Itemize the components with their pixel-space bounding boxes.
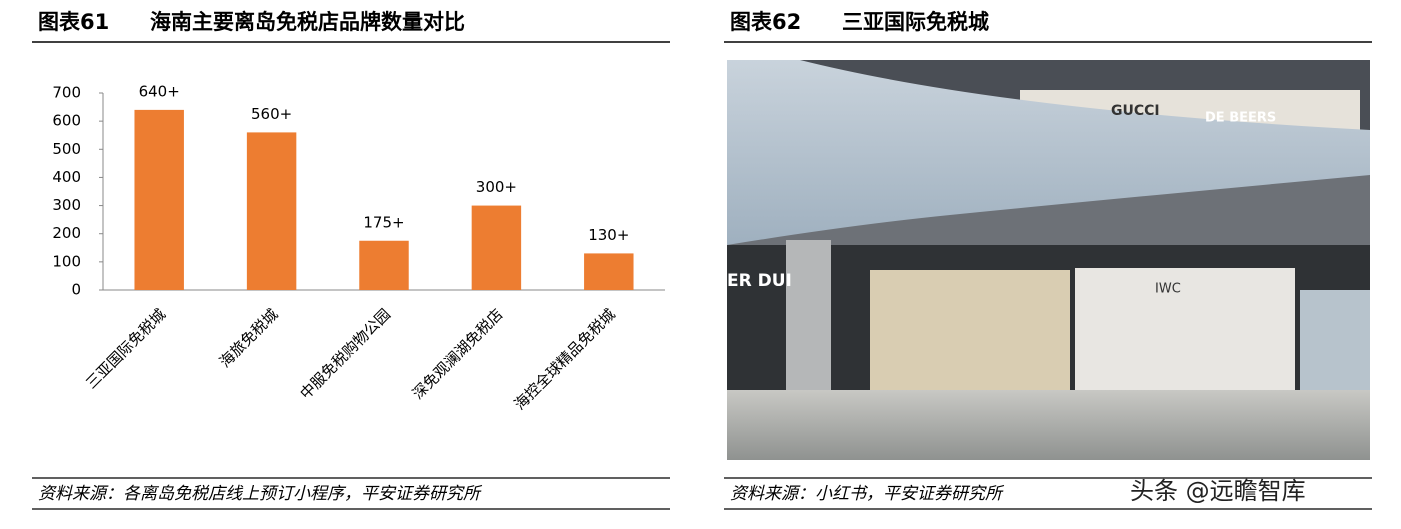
x-tick-label: 中服免税购物公园 (296, 305, 394, 403)
figure-label: 图表62 (730, 10, 801, 34)
x-tick-label: 海控全球精品免税城 (511, 305, 619, 413)
storefront (870, 270, 1070, 395)
y-tick-label: 700 (52, 84, 81, 102)
y-tick-label: 600 (52, 112, 81, 130)
pillar (786, 240, 831, 400)
bar (584, 253, 634, 290)
figure-label: 图表61 (38, 10, 109, 34)
chart: 0 100 200 300 400 500 600 700 640+ 三亚国际免税城 560+ 海旅免… (52, 82, 665, 413)
floor (727, 390, 1370, 460)
y-tick-label: 400 (52, 168, 81, 186)
photo: GUCCI DE BEERS IWC ER DUI (727, 60, 1370, 460)
y-tick-label: 200 (52, 224, 81, 242)
ceiling-ring (727, 60, 1370, 245)
y-tick-label: 100 (52, 252, 81, 270)
store-sign: ER DUI (727, 271, 792, 291)
y-tick-label: 300 (52, 196, 81, 214)
value-label: 640+ (139, 82, 180, 100)
window (1300, 290, 1370, 395)
value-label: 130+ (588, 226, 629, 244)
figure-title: 三亚国际免税城 (842, 10, 989, 34)
store-sign: DE BEERS (1205, 111, 1276, 126)
x-tick-label: 三亚国际免税城 (82, 305, 169, 392)
bar (134, 109, 184, 290)
source-note: 资料来源：小红书，平安证券研究所 (730, 484, 1005, 504)
x-tick-label: 深免观澜湖免税店 (409, 305, 507, 403)
value-label: 175+ (363, 213, 404, 231)
bar (471, 205, 522, 290)
y-tick-label: 0 (71, 281, 81, 299)
storefront (1075, 268, 1295, 395)
bar (246, 132, 297, 290)
store-sign: GUCCI (1111, 103, 1160, 119)
source-note: 资料来源：各离岛免税店线上预订小程序，平安证券研究所 (38, 484, 483, 504)
figure-title: 海南主要离岛免税店品牌数量对比 (150, 10, 465, 34)
value-label: 300+ (476, 178, 517, 196)
store-sign: IWC (1155, 282, 1181, 297)
watermark: 头条 @远瞻智库 (1130, 477, 1306, 505)
x-tick-label: 海旅免税城 (216, 305, 282, 371)
bar (359, 240, 409, 290)
value-label: 560+ (251, 105, 292, 123)
y-tick-label: 500 (52, 140, 81, 158)
